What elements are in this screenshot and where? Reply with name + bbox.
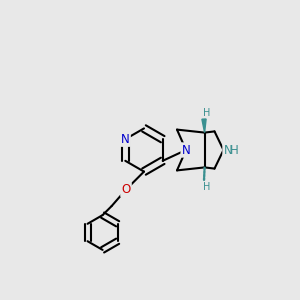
Text: O: O: [122, 183, 130, 196]
Text: N: N: [121, 133, 130, 146]
Text: H: H: [203, 182, 210, 192]
Text: N: N: [182, 143, 190, 157]
Polygon shape: [202, 119, 206, 133]
Text: N: N: [224, 143, 232, 157]
Text: H: H: [203, 108, 210, 118]
Text: H: H: [230, 143, 239, 157]
